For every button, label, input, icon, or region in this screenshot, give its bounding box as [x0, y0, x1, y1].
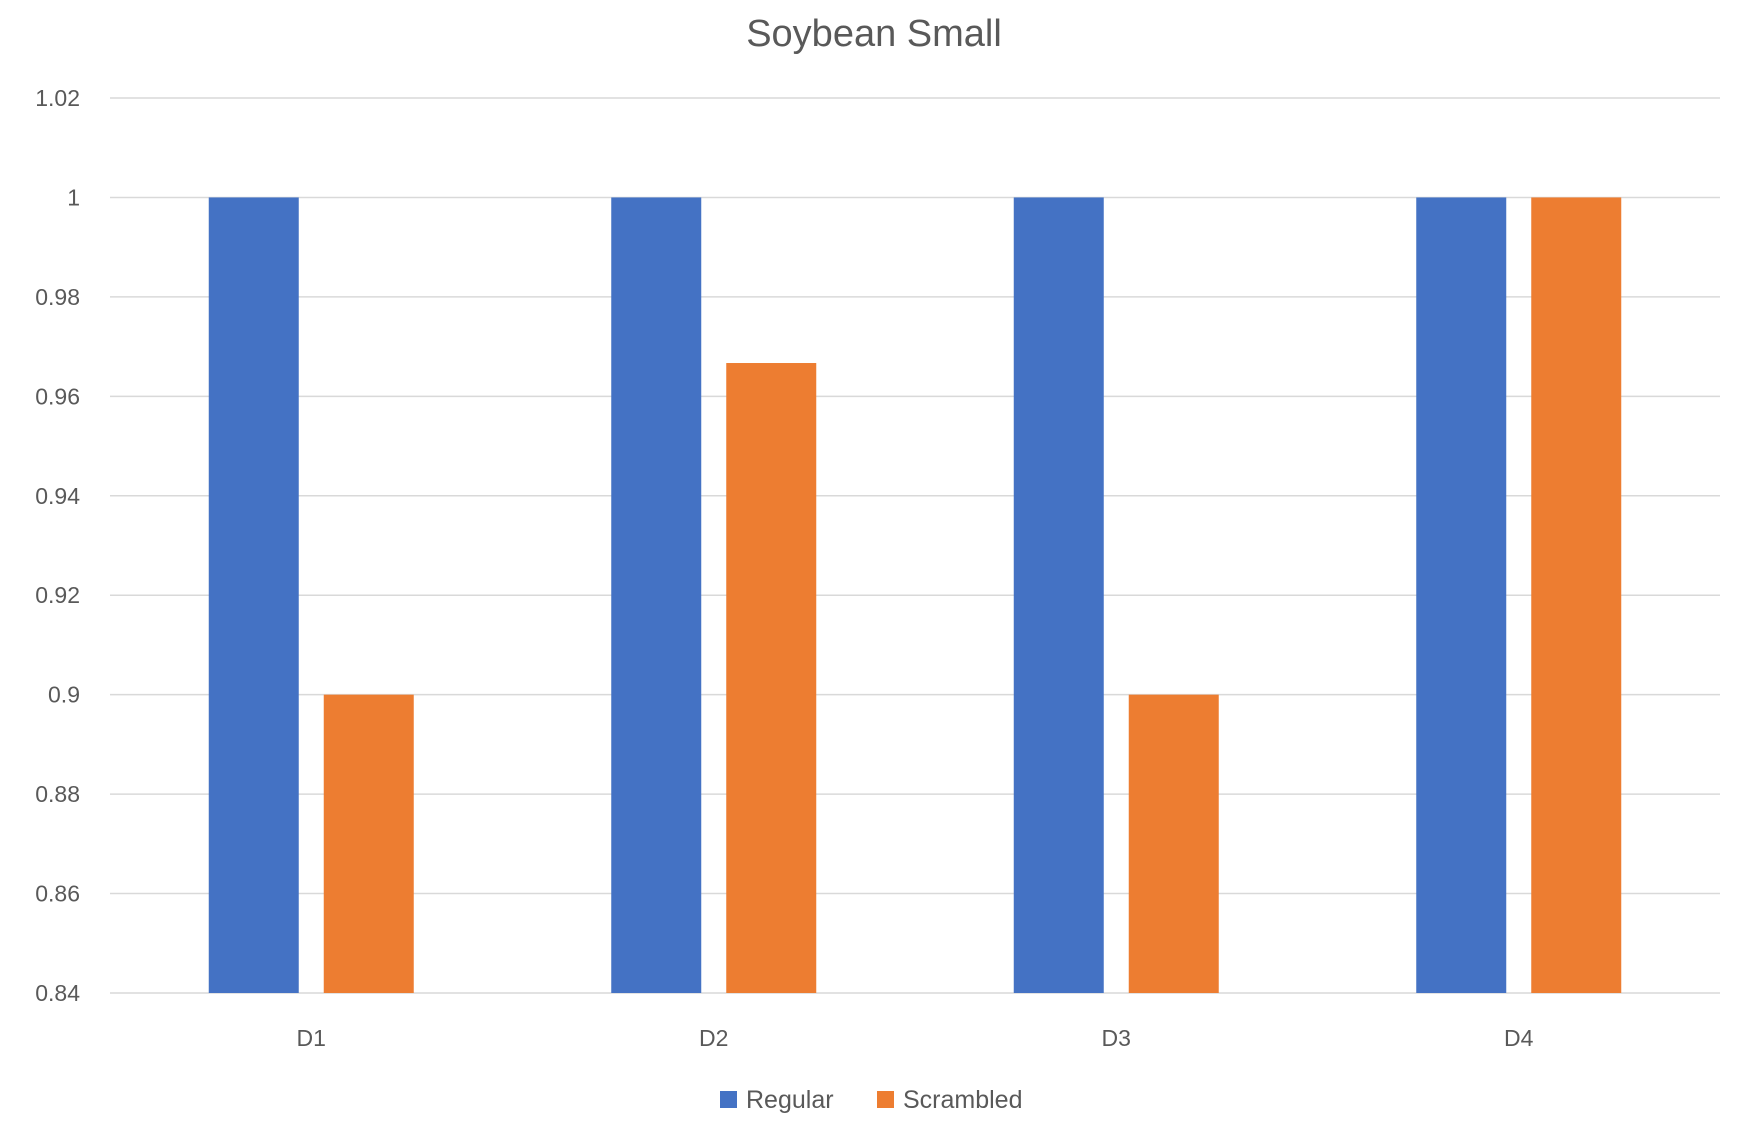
x-category-label: D3	[1102, 1025, 1131, 1051]
y-tick-label: 0.92	[35, 582, 80, 608]
bar-regular-d3	[1013, 197, 1104, 993]
y-tick-label: 1.02	[35, 85, 80, 111]
y-tick-label: 0.84	[35, 980, 80, 1006]
bars	[208, 197, 1622, 994]
y-tick-label: 0.98	[35, 284, 80, 310]
legend-swatch-scrambled	[877, 1091, 894, 1108]
bar-regular-d1	[208, 197, 299, 993]
legend-label-regular: Regular	[746, 1086, 834, 1114]
bar-regular-d2	[611, 197, 702, 993]
legend-swatch-regular	[720, 1091, 737, 1108]
x-category-label: D4	[1504, 1025, 1534, 1051]
y-tick-label: 0.96	[35, 383, 80, 409]
y-tick-label: 0.86	[35, 881, 80, 907]
bar-scrambled-d2	[726, 363, 817, 994]
legend-label-scrambled: Scrambled	[903, 1086, 1023, 1114]
x-axis-category-labels: D1 D2 D3 D4	[297, 1025, 1534, 1051]
y-tick-label: 0.94	[35, 483, 80, 509]
chart-title: Soybean Small	[746, 13, 1002, 55]
x-category-label: D2	[699, 1025, 728, 1051]
legend: Regular Scrambled	[720, 1086, 1023, 1114]
y-axis-tick-labels: 0.84 0.86 0.88 0.9 0.92 0.94 0.96 0.98 1 1.02	[35, 85, 80, 1006]
y-tick-label: 1	[67, 184, 80, 210]
bar-scrambled-d4	[1531, 197, 1622, 993]
bar-scrambled-d3	[1128, 694, 1219, 993]
bar-regular-d4	[1416, 197, 1507, 993]
x-category-label: D1	[297, 1025, 326, 1051]
bar-scrambled-d1	[323, 694, 414, 993]
y-tick-label: 0.9	[48, 682, 80, 708]
y-tick-label: 0.88	[35, 781, 80, 807]
